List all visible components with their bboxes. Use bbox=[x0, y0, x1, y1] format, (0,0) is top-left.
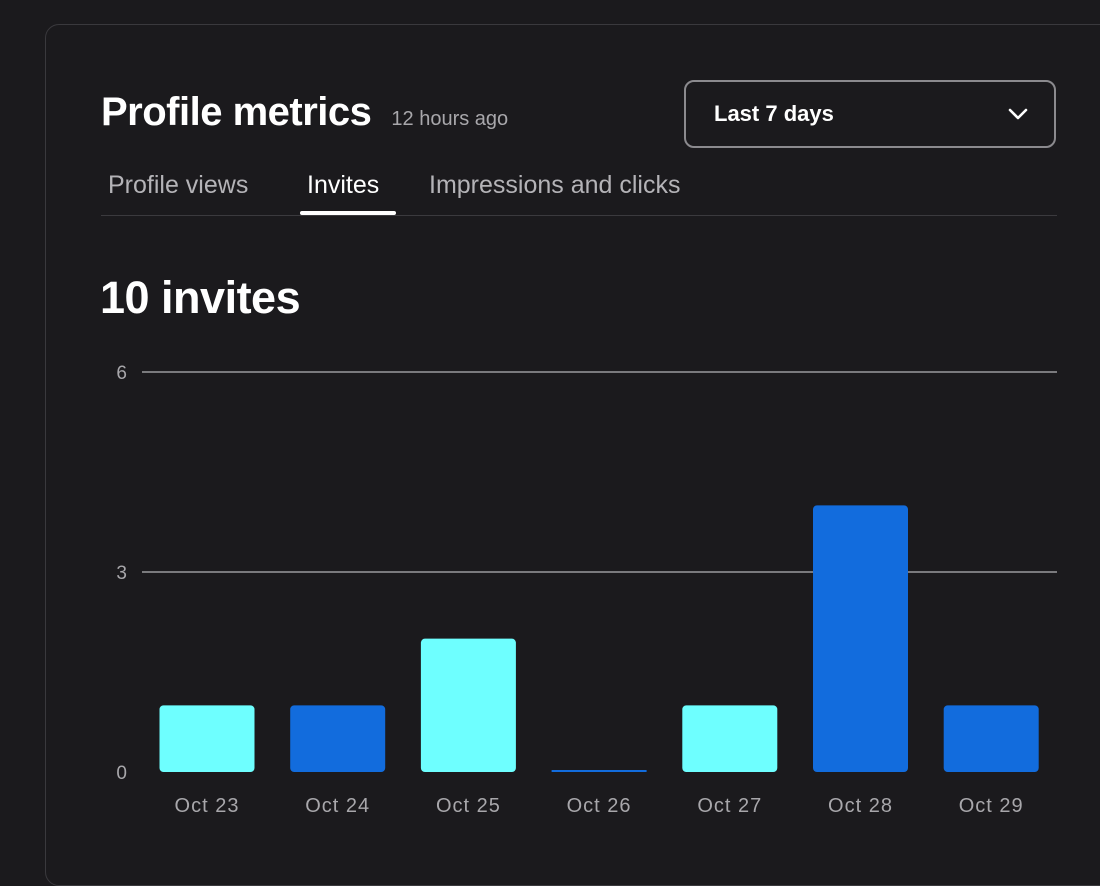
bar bbox=[943, 705, 1039, 772]
invites-total: 10 invites bbox=[100, 272, 301, 323]
y-tick-label: 3 bbox=[116, 563, 127, 584]
x-tick-label: Oct 23 bbox=[175, 795, 240, 817]
bar bbox=[813, 505, 908, 772]
x-tick-label: Oct 25 bbox=[436, 795, 501, 817]
tab-profile-views[interactable]: Profile views bbox=[108, 171, 249, 199]
x-tick-label: Oct 29 bbox=[959, 795, 1024, 817]
x-tick-label: Oct 27 bbox=[697, 795, 762, 817]
y-tick-label: 6 bbox=[116, 363, 127, 384]
bar bbox=[682, 705, 778, 772]
date-range-dropdown[interactable]: Last 7 days bbox=[684, 80, 1056, 148]
invites-bar-chart: 0 3 6 Oct 23 Oct 24 Oct 25 Oct 26 Oct 27 Oct 28 O… bbox=[116, 363, 1057, 817]
x-tick-label: Oct 24 bbox=[305, 795, 370, 817]
chevron-down-icon bbox=[1008, 108, 1028, 120]
bar bbox=[290, 705, 386, 772]
bar bbox=[159, 705, 255, 772]
page-title: Profile metrics bbox=[101, 90, 372, 134]
active-tab-indicator bbox=[300, 211, 396, 215]
y-tick-label: 0 bbox=[116, 763, 127, 784]
tab-impressions-and-clicks[interactable]: Impressions and clicks bbox=[429, 171, 681, 199]
x-tick-label: Oct 28 bbox=[828, 795, 893, 817]
last-updated-text: 12 hours ago bbox=[391, 108, 509, 130]
bar bbox=[551, 770, 647, 772]
tab-invites[interactable]: Invites bbox=[307, 171, 380, 199]
x-tick-label: Oct 26 bbox=[567, 795, 632, 817]
bar bbox=[420, 638, 516, 772]
card-header: Profile metrics 12 hours ago bbox=[101, 90, 508, 135]
metric-tabs: Profile views Invites Impressions and cl… bbox=[101, 165, 1057, 216]
date-range-value: Last 7 days bbox=[714, 101, 834, 126]
